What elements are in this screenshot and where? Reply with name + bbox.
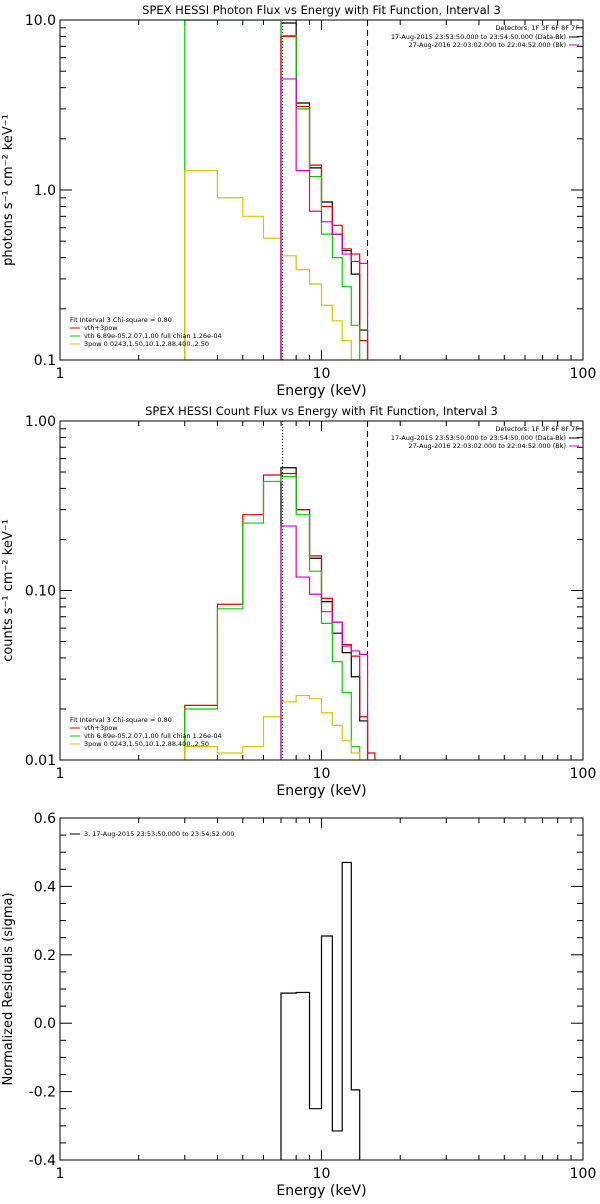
y-tick-label: 0.0 xyxy=(34,1016,56,1032)
legend-entry: 3pow 0.0243,1.50,10.1,2.88,400.,2.50 xyxy=(84,740,209,748)
legend-entry: 17-Aug-2015 23:53:50.000 to 23:54:50.000… xyxy=(391,434,566,442)
y-tick-label: -0.2 xyxy=(29,1085,56,1101)
series-line-1 xyxy=(280,467,369,760)
series-line-1 xyxy=(280,861,361,1160)
chart-title: SPEX HESSI Count Flux vs Energy with Fit… xyxy=(145,404,498,418)
plot-frame xyxy=(59,19,584,361)
x-axis-label: Energy (keV) xyxy=(276,383,366,399)
x-tick-label: 100 xyxy=(570,766,597,782)
y-tick-label: 1.00 xyxy=(25,414,56,430)
series-line-5 xyxy=(280,78,369,360)
chart-title: SPEX HESSI Photon Flux vs Energy with Fi… xyxy=(142,3,501,17)
y-tick-label: 0.2 xyxy=(34,948,56,964)
plot-data xyxy=(184,20,369,360)
x-tick-label: 10 xyxy=(313,366,331,382)
x-tick-label: 100 xyxy=(570,366,597,382)
legend-entry: 17-Aug-2015 23:53:50.000 to 23:54:50.000… xyxy=(391,33,566,41)
x-tick-label: 1 xyxy=(56,766,65,782)
series-line-3 xyxy=(184,475,361,760)
legend-entry: 27-Aug-2016 22:03:02.000 to 22:04:52.000… xyxy=(409,41,566,49)
y-tick-label: 0.6 xyxy=(34,811,56,827)
y-tick-label: -0.4 xyxy=(29,1153,56,1169)
plot-frame xyxy=(59,817,584,1161)
legend-entry: vth 6.89e-05,2.07,1.00 full chian 1.26e-… xyxy=(84,332,222,340)
legend-header: Detectors: 1F 3F 6F 8F 7F xyxy=(495,24,579,32)
y-tick-label: 1.0 xyxy=(34,183,56,199)
legend-header: Detectors: 1F 3F 6F 8F 7F xyxy=(495,425,579,433)
series-line-4 xyxy=(184,694,361,760)
legend-entry: vth+3pow xyxy=(84,724,118,732)
series-line-4 xyxy=(184,170,361,360)
series-line-5 xyxy=(280,525,369,760)
chart-panel-1: SPEX HESSI Photon Flux vs Energy with Fi… xyxy=(1,3,596,399)
y-axis-label: photons s⁻¹ cm⁻² keV⁻¹ xyxy=(1,114,16,266)
plot-data xyxy=(184,421,376,760)
legend-header: Fit Interval 3 Chi-square = 0.80 xyxy=(70,716,172,724)
x-tick-label: 1 xyxy=(56,366,65,382)
x-axis-label: Energy (keV) xyxy=(276,1183,366,1199)
x-tick-label: 1 xyxy=(56,1166,65,1182)
y-tick-label: 0.01 xyxy=(25,753,56,769)
x-tick-label: 100 xyxy=(570,1166,597,1182)
legend-header: Fit Interval 3 Chi-square = 0.80 xyxy=(70,316,172,324)
series-line-1 xyxy=(280,22,369,360)
plot-frame xyxy=(59,420,584,761)
x-axis-label: Energy (keV) xyxy=(276,783,366,799)
x-tick-label: 10 xyxy=(313,1166,331,1182)
legend-entry: vth+3pow xyxy=(84,324,118,332)
series-line-3 xyxy=(184,20,361,360)
y-tick-label: 0.10 xyxy=(25,584,56,600)
y-tick-label: 0.4 xyxy=(34,879,56,895)
plot-data xyxy=(280,861,361,1160)
chart-panel-3: 1 10 100 -0.4 -0.2 0.0 0.2 0.4 0.6 Energy (keV) No… xyxy=(1,811,596,1199)
legend-entry: 3, 17-Aug-2015 23:53:50.000 to 23:54:52.… xyxy=(84,830,234,838)
legend-entry: 27-Aug-2016 22:03:02.000 to 22:04:52.000… xyxy=(409,442,566,450)
y-tick-label: 0.1 xyxy=(34,353,56,369)
series-line-2 xyxy=(280,35,369,360)
y-axis-label: Normalized Residuals (sigma) xyxy=(1,892,16,1085)
y-tick-label: 10.0 xyxy=(25,13,56,29)
legend-entry: vth 6.89e-05,2.07,1.00 full chian 1.26e-… xyxy=(84,732,222,740)
chart-panel-2: SPEX HESSI Count Flux vs Energy with Fit… xyxy=(1,404,596,799)
x-tick-label: 10 xyxy=(313,766,331,782)
series-line-2 xyxy=(184,472,376,760)
y-axis-label: counts s⁻¹ cm⁻² keV⁻¹ xyxy=(1,519,16,662)
legend-entry: 3pow 0.0243,1.50,10.1,2.88,400.,2.50 xyxy=(84,340,209,348)
